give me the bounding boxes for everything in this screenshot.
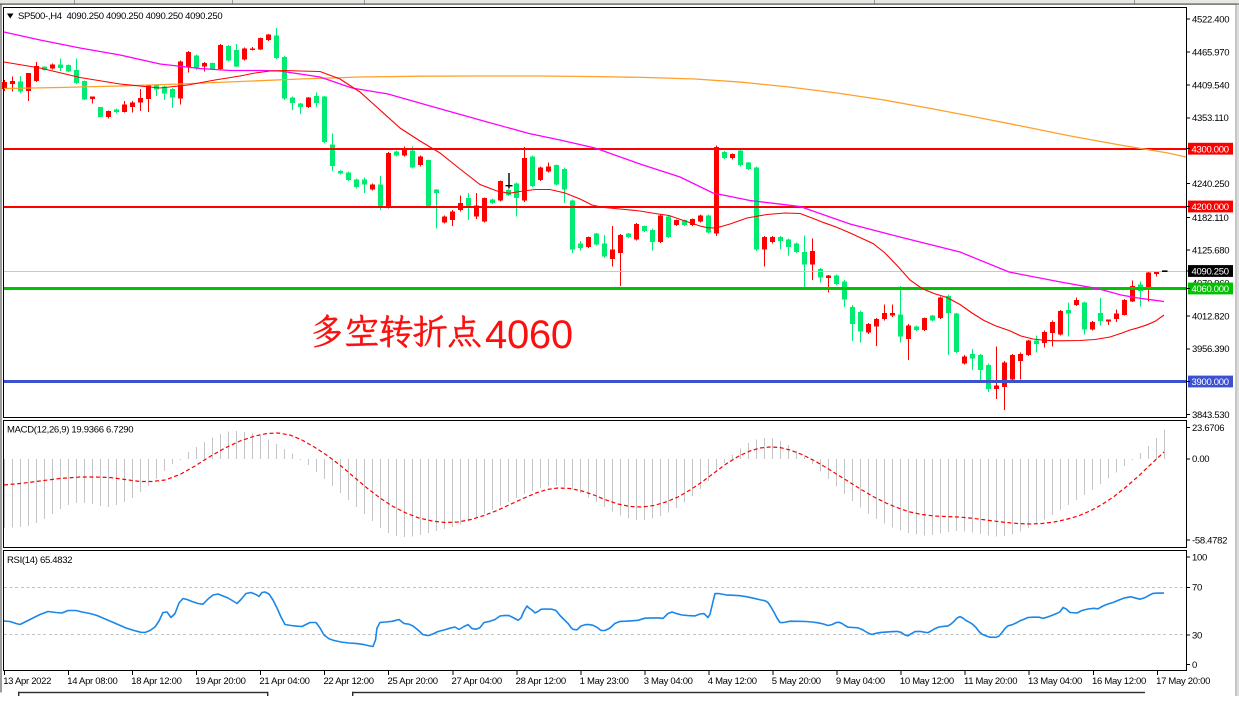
svg-text:RSI(14) 65.4832: RSI(14) 65.4832 — [7, 555, 72, 566]
svg-text:4125.680: 4125.680 — [1192, 246, 1229, 257]
svg-text:4465.970: 4465.970 — [1192, 47, 1229, 58]
svg-text:4090.250: 4090.250 — [1192, 267, 1229, 278]
svg-text:4 May 12:00: 4 May 12:00 — [708, 676, 757, 687]
svg-text:13 Apr 2022: 13 Apr 2022 — [3, 676, 51, 687]
svg-text:70: 70 — [1192, 583, 1202, 594]
svg-text:22 Apr 12:00: 22 Apr 12:00 — [323, 676, 373, 687]
svg-text:9 May 04:00: 9 May 04:00 — [836, 676, 885, 687]
svg-text:17 May 20:00: 17 May 20:00 — [1156, 676, 1210, 687]
svg-text:4353.110: 4353.110 — [1192, 113, 1229, 124]
svg-text:30: 30 — [1192, 630, 1202, 641]
svg-text:-58.4782: -58.4782 — [1192, 535, 1227, 546]
svg-text:3900.000: 3900.000 — [1192, 377, 1229, 388]
svg-text:11 May 20:00: 11 May 20:00 — [964, 676, 1017, 687]
svg-text:19 Apr 20:00: 19 Apr 20:00 — [195, 676, 245, 687]
svg-text:23.6706: 23.6706 — [1192, 423, 1224, 434]
svg-text:28 Apr 12:00: 28 Apr 12:00 — [516, 676, 566, 687]
svg-text:16 May 12:00: 16 May 12:00 — [1092, 676, 1146, 687]
svg-text:4409.540: 4409.540 — [1192, 80, 1229, 91]
svg-text:1 May 23:00: 1 May 23:00 — [580, 676, 629, 687]
svg-text:0.00: 0.00 — [1192, 454, 1209, 465]
svg-text:100: 100 — [1192, 552, 1207, 563]
svg-text:4060: 4060 — [485, 313, 573, 357]
svg-text:21 Apr 04:00: 21 Apr 04:00 — [259, 676, 309, 687]
svg-text:SP500-,H4 4090.250 4090.250 4: SP500-,H4 4090.250 4090.250 4090.250 409… — [18, 11, 222, 22]
svg-text:10 May 12:00: 10 May 12:00 — [900, 676, 954, 687]
svg-text:MACD(12,26,9) 19.9366 6.7290: MACD(12,26,9) 19.9366 6.7290 — [7, 424, 133, 435]
svg-text:4060.000: 4060.000 — [1192, 284, 1229, 295]
svg-text:3956.390: 3956.390 — [1192, 344, 1229, 355]
svg-text:4200.000: 4200.000 — [1192, 202, 1229, 213]
svg-text:3 May 04:00: 3 May 04:00 — [644, 676, 693, 687]
svg-text:3843.530: 3843.530 — [1192, 410, 1229, 421]
svg-text:18 Apr 12:00: 18 Apr 12:00 — [131, 676, 181, 687]
svg-text:13 May 04:00: 13 May 04:00 — [1028, 676, 1082, 687]
svg-text:4300.000: 4300.000 — [1192, 144, 1229, 155]
svg-text:4522.400: 4522.400 — [1192, 15, 1229, 26]
svg-text:5 May 20:00: 5 May 20:00 — [772, 676, 821, 687]
svg-text:4012.820: 4012.820 — [1192, 311, 1229, 322]
svg-text:25 Apr 20:00: 25 Apr 20:00 — [388, 676, 438, 687]
svg-text:4240.250: 4240.250 — [1192, 179, 1229, 190]
svg-text:14 Apr 08:00: 14 Apr 08:00 — [67, 676, 117, 687]
svg-text:0: 0 — [1192, 660, 1197, 671]
svg-text:4182.110: 4182.110 — [1192, 213, 1229, 224]
svg-text:27 Apr 04:00: 27 Apr 04:00 — [452, 676, 502, 687]
